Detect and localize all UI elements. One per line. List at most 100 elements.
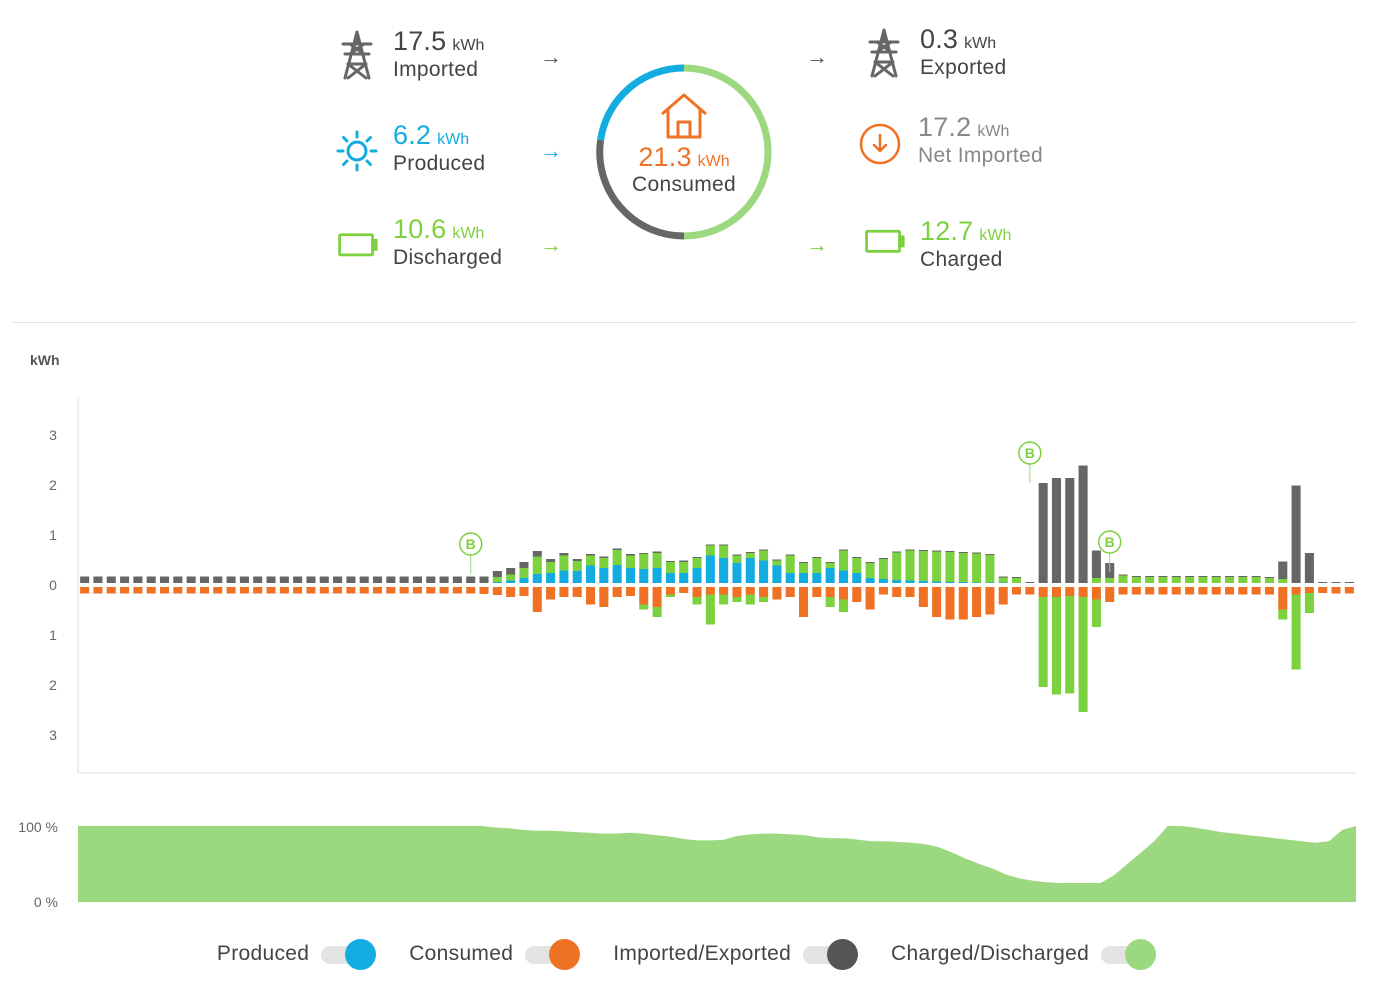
produced-bar xyxy=(639,569,649,583)
imported-bar xyxy=(253,576,263,583)
legend-switch[interactable] xyxy=(803,938,859,970)
produced-bar xyxy=(812,573,822,583)
charged-bar xyxy=(1278,609,1288,620)
consumed-bar xyxy=(399,587,409,594)
legend-switch[interactable] xyxy=(525,938,581,970)
transmission-tower-icon xyxy=(862,26,906,80)
consumed-bar xyxy=(306,587,316,594)
produced-bar xyxy=(772,565,782,583)
y-tick-label: 1 xyxy=(49,527,57,543)
charged-bar xyxy=(759,597,769,602)
consumed-bar xyxy=(759,587,769,597)
imported-bar xyxy=(852,557,862,558)
imported-bar xyxy=(479,576,489,583)
consumed-bar xyxy=(333,587,343,594)
imported-value: 17.5 xyxy=(393,26,447,56)
battery-min-label: 0 % xyxy=(34,894,58,910)
imported-bar xyxy=(799,562,809,563)
consumed-bar xyxy=(852,587,862,602)
consumed-bar xyxy=(279,587,289,594)
imported-bar xyxy=(1318,582,1328,583)
discharged-bar xyxy=(506,574,516,581)
imported-bar xyxy=(679,560,689,562)
battery-icon xyxy=(335,216,379,270)
imported-bar xyxy=(173,576,183,583)
consumed-bar xyxy=(186,587,196,594)
consumed-bar xyxy=(639,587,649,605)
consumed-bar xyxy=(519,587,529,596)
consumed-bar xyxy=(652,587,662,607)
legend-switch[interactable] xyxy=(1101,938,1157,970)
imported-unit: kWh xyxy=(452,37,485,54)
discharged-bar xyxy=(1278,579,1288,583)
discharged-bar xyxy=(546,562,556,573)
battery-event-marker[interactable]: B xyxy=(458,532,483,574)
consumed-bar xyxy=(1012,587,1022,595)
imported-bar xyxy=(266,576,276,583)
discharged-bar xyxy=(732,555,742,563)
consumed-bar xyxy=(785,587,795,597)
imported-label: Imported xyxy=(393,58,479,81)
discharged-bar xyxy=(1105,578,1115,583)
consumed-bar xyxy=(346,587,356,594)
consumed-bar xyxy=(918,587,928,607)
legend-label: Charged/Discharged xyxy=(891,942,1090,965)
discharged-bar xyxy=(705,545,715,556)
imported-bar xyxy=(1158,576,1168,577)
imported-bar xyxy=(1291,485,1301,583)
discharged-bar xyxy=(852,558,862,573)
produced-bar xyxy=(958,582,968,583)
imported-bar xyxy=(439,576,449,583)
charged-arrow-icon: → xyxy=(806,232,828,257)
imported-bar xyxy=(279,576,289,583)
charged-bar xyxy=(1291,594,1301,670)
discharged-bar xyxy=(719,545,729,558)
imported-bar xyxy=(692,557,702,558)
discharged-bar xyxy=(972,553,982,583)
discharged-bar xyxy=(572,561,582,571)
consumed-bar xyxy=(932,587,942,617)
discharged-arrow-icon: → xyxy=(540,232,562,257)
legend-toggle-imported-exported[interactable]: Imported/Exported xyxy=(613,938,859,970)
imported-bar xyxy=(80,576,90,583)
legend-toggle-consumed[interactable]: Consumed xyxy=(409,938,581,970)
imported-bar xyxy=(519,562,529,568)
discharged-value: 10.6 xyxy=(393,214,447,244)
consumed-bar xyxy=(1198,587,1208,595)
consumed-bar xyxy=(146,587,156,594)
consumed-bar xyxy=(745,587,755,595)
discharged-bar xyxy=(599,558,609,568)
consumed-bar xyxy=(665,587,675,595)
legend-toggle-produced[interactable]: Produced xyxy=(217,938,377,970)
battery-event-marker[interactable]: B xyxy=(1018,441,1042,483)
imported-bar xyxy=(1051,478,1061,583)
imported-bar xyxy=(1171,576,1181,577)
legend-toggle-charged-discharged[interactable]: Charged/Discharged xyxy=(891,938,1157,970)
switch-knob xyxy=(1125,939,1157,970)
discharged-bar xyxy=(918,551,928,581)
consumed-bar xyxy=(772,587,782,600)
consumed-bar xyxy=(439,587,449,594)
consumed-bar xyxy=(319,587,329,594)
consumed-ring xyxy=(590,58,778,246)
consumed-bar xyxy=(546,587,556,600)
consumed-bar xyxy=(705,587,715,595)
imported-bar xyxy=(892,551,902,553)
discharged-bar xyxy=(612,550,622,565)
imported-bar xyxy=(452,576,462,583)
imported-bar xyxy=(865,562,875,563)
y-tick-label: 0 xyxy=(49,577,57,593)
legend-switch[interactable] xyxy=(321,938,377,970)
consumed-bar xyxy=(1291,587,1301,595)
battery-event-marker[interactable]: B xyxy=(1097,530,1122,572)
charged-bar xyxy=(705,594,715,625)
discharged-bar xyxy=(625,555,635,568)
produced-bar xyxy=(652,568,662,583)
discharged-bar xyxy=(532,556,542,574)
switch-knob xyxy=(549,939,581,970)
charged-label: Charged xyxy=(920,248,1003,271)
consumed-bar xyxy=(106,587,116,594)
imported-bar xyxy=(878,558,888,559)
consumed-bar xyxy=(972,587,982,617)
discharged-bar xyxy=(1185,577,1195,583)
